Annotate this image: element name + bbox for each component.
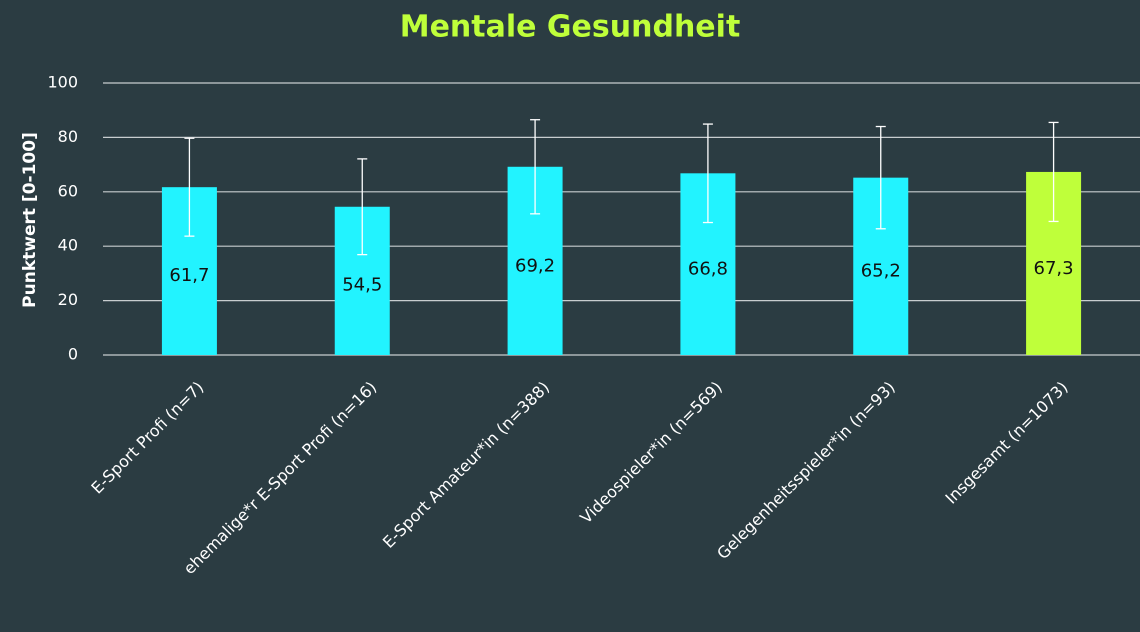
- y-tick-label: 80: [58, 127, 78, 146]
- y-tick-label: 60: [58, 181, 78, 200]
- y-axis-label: Punktwert [0-100]: [20, 132, 40, 308]
- data-label: 67,3: [1034, 258, 1074, 279]
- data-label: 69,2: [515, 256, 555, 277]
- y-tick-label: 100: [47, 73, 78, 92]
- y-tick-label: 20: [58, 290, 78, 309]
- data-label: 66,8: [688, 259, 728, 280]
- y-tick-label: 40: [58, 236, 78, 255]
- chart-title: Mentale Gesundheit: [400, 10, 741, 45]
- data-label: 61,7: [169, 265, 209, 286]
- data-label: 54,5: [342, 274, 382, 295]
- y-tick-label: 0: [68, 345, 78, 364]
- data-label: 65,2: [861, 261, 901, 282]
